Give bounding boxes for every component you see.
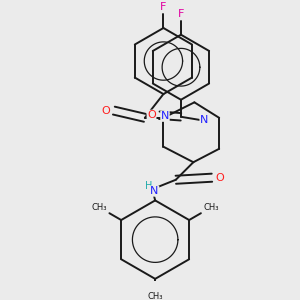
Text: F: F [178, 9, 184, 19]
Text: CH₃: CH₃ [147, 292, 163, 300]
Text: N: N [200, 115, 208, 125]
Text: CH₃: CH₃ [92, 203, 107, 212]
Text: N: N [150, 186, 159, 196]
Text: O: O [215, 173, 224, 183]
Text: H: H [145, 182, 153, 191]
Text: CH₃: CH₃ [203, 203, 219, 212]
Text: F: F [160, 2, 167, 12]
Text: O: O [102, 106, 110, 116]
Text: N: N [161, 111, 169, 121]
Text: O: O [147, 110, 156, 120]
